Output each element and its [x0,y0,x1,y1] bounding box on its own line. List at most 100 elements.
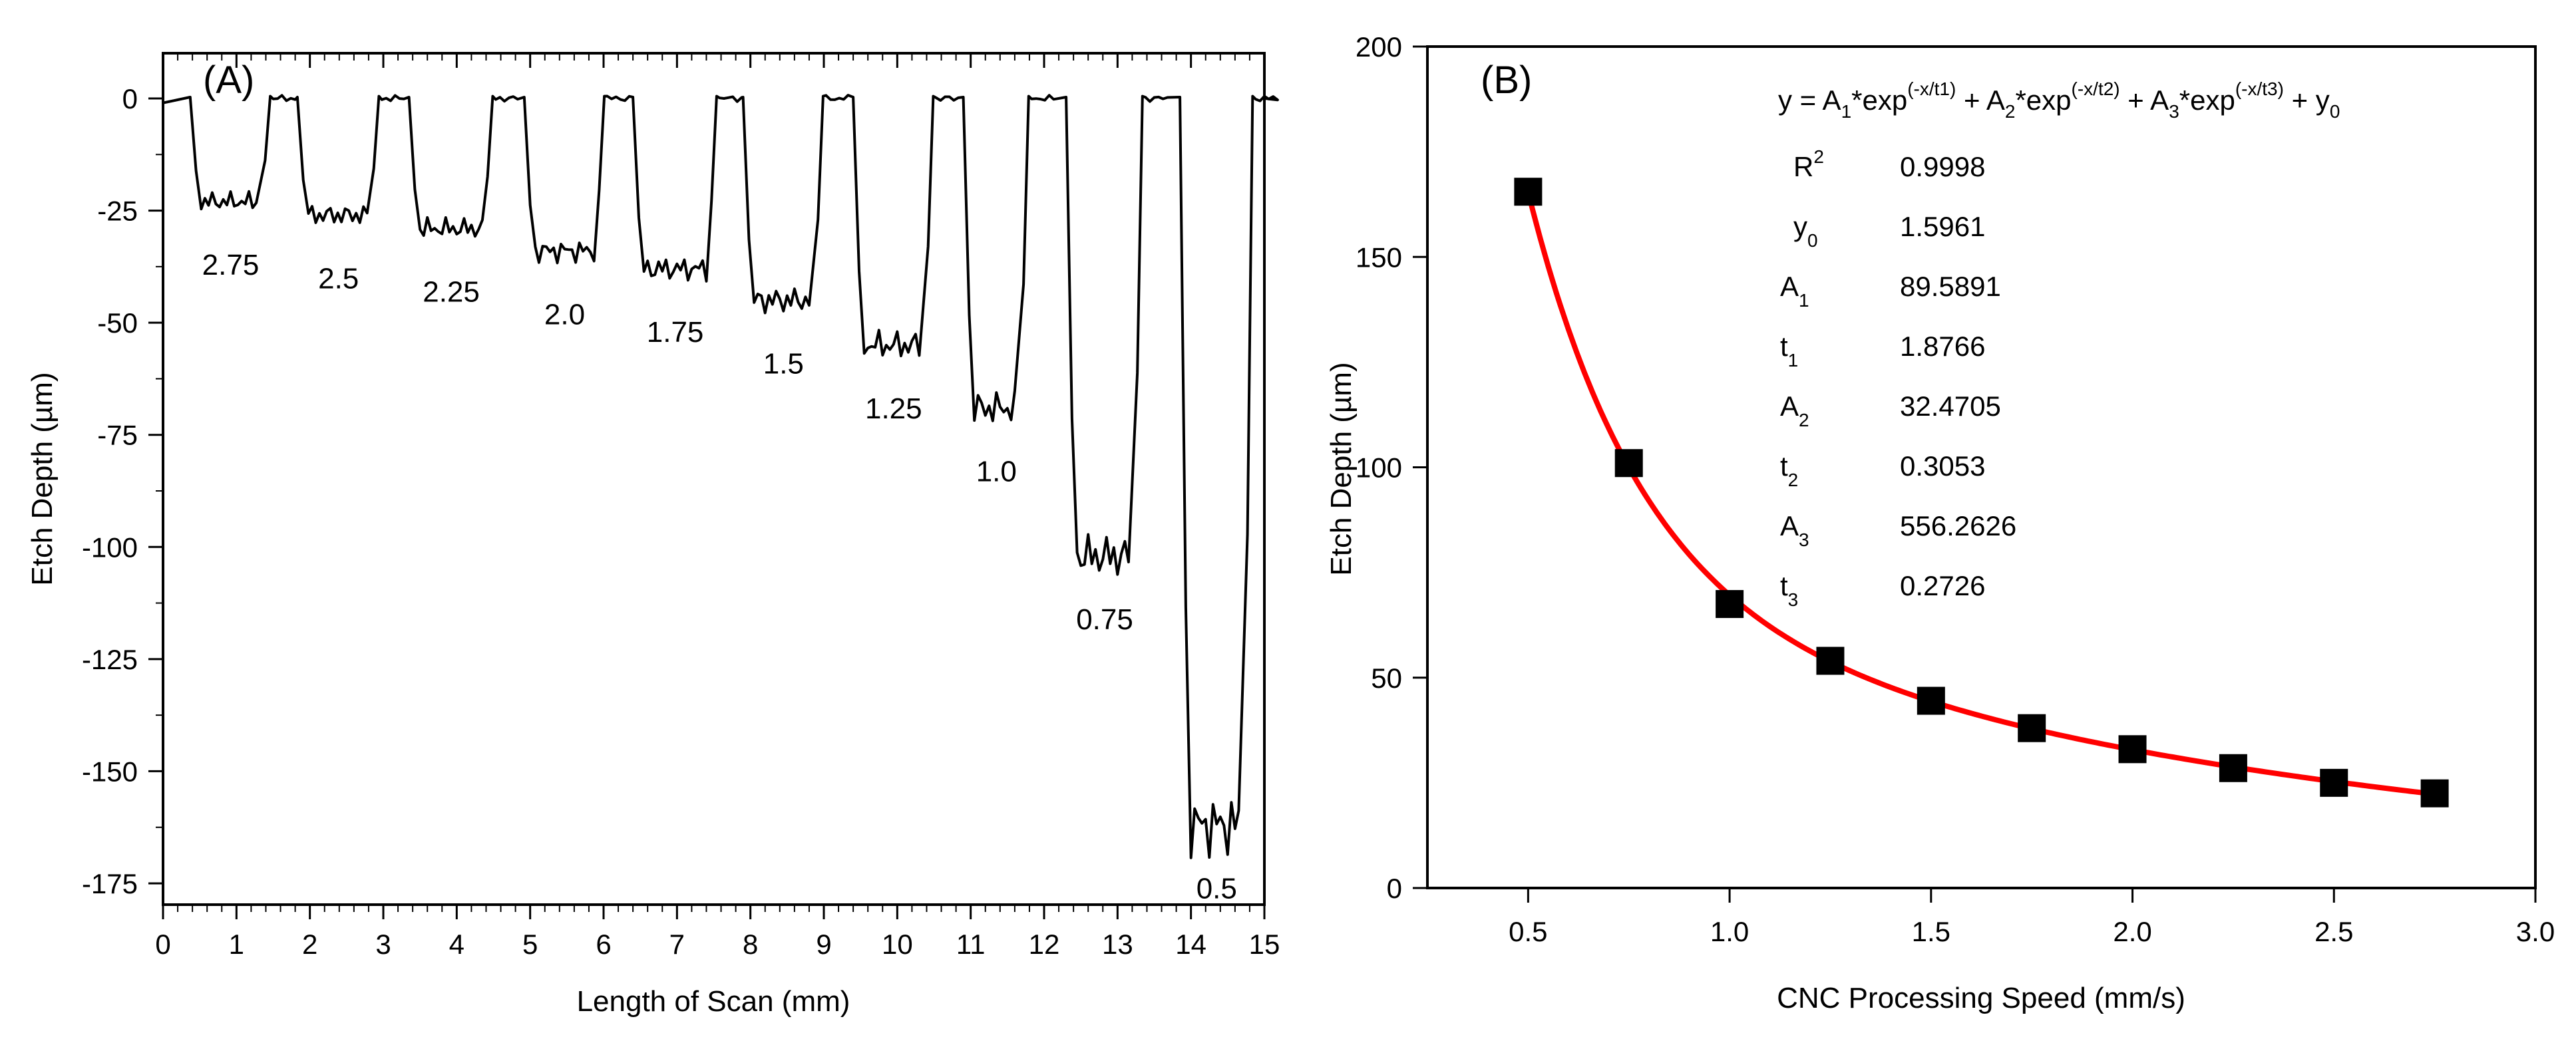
param-name: A3 [1780,510,1809,550]
x-tick-label: 11 [956,929,986,960]
param-symbol: y [1793,211,1807,242]
x-tick-label: 4 [449,929,464,960]
fit-curve [1525,191,2436,797]
y-tick-label: 100 [1356,452,1402,484]
param-symbol: A [1780,390,1799,422]
equation-superscript: (-x/t1) [1907,78,1956,99]
param-value: 1.8766 [1900,331,1985,362]
y-tick-label: -50 [97,307,138,339]
x-tick-label: 12 [1029,929,1060,960]
equation-tail: + y [2292,84,2330,116]
equation-subscript: 2 [2005,101,2016,122]
y-tick-label: 50 [1371,663,1402,694]
y-tick-label: -175 [82,868,138,899]
speed-label: 1.0 [976,455,1017,488]
panel-a-ticks [148,53,1266,919]
x-tick-label: 9 [816,929,831,960]
param-symbol: t [1780,450,1788,482]
y-tick-label: 200 [1356,31,1402,63]
x-tick-label: 6 [596,929,611,960]
equation-lhs: y = A [1778,84,1841,116]
y-tick-label: 0 [1387,873,1402,904]
equation-subscript: 3 [2169,101,2179,122]
x-tick-label: 10 [882,929,913,960]
equation-term: *exp [2015,84,2071,116]
param-value: 1.5961 [1900,211,1985,242]
y-tick-label: -125 [82,644,138,675]
x-tick-label: 0.5 [1509,916,1547,947]
speed-label: 2.75 [202,249,260,281]
data-point [1917,686,1945,715]
param-name: A2 [1780,390,1809,430]
param-subscript: 2 [1788,470,1799,490]
fit-equation: y = A1*exp(-x/t1) + A2*exp(-x/t2) + A3*e… [1778,78,2340,122]
equation-term: *exp [2179,84,2235,116]
x-tick-label: 5 [522,929,538,960]
param-symbol: A [1780,271,1799,302]
speed-label: 2.0 [544,298,585,331]
param-name: t2 [1780,450,1798,490]
etch-profile-line [162,94,1279,859]
param-symbol: t [1780,570,1788,601]
param-subscript: 3 [1788,589,1799,610]
speed-label: 1.5 [763,347,804,380]
data-point [2320,768,2348,797]
param-subscript: 1 [1799,290,1809,311]
param-name: y0 [1793,211,1818,251]
x-tick-label: 7 [669,929,685,960]
param-name: t3 [1780,570,1798,610]
x-tick-label: 1.5 [1912,916,1950,947]
data-point [1716,590,1744,619]
param-name: A1 [1780,271,1809,311]
equation-subscript: 1 [1841,101,1852,122]
panel-a-x-axis-title: Length of Scan (mm) [577,985,850,1018]
param-value: 556.2626 [1900,510,2016,541]
data-points [1514,178,2449,808]
panel-a-y-axis-title: Etch Depth (µm) [26,372,59,585]
panel-b-label: (B) [1481,59,1532,102]
x-tick-label: 8 [743,929,758,960]
equation-term: *exp [1851,84,1907,116]
equation-plus: + A [1956,84,2005,116]
y-tick-label: -75 [97,420,138,451]
equation-plus [2284,84,2292,116]
data-point [2018,714,2046,742]
data-point [2118,735,2147,764]
y-tick-label: -150 [82,756,138,787]
param-name: R2 [1793,146,1824,182]
speed-label: 1.75 [647,316,704,349]
param-symbol: R [1793,151,1813,182]
param-symbol: t [1780,331,1788,362]
data-point [1816,647,1845,675]
param-value: 89.5891 [1900,271,2001,302]
speed-label: 2.25 [423,276,480,309]
y-tick-label: -100 [82,531,138,563]
param-subscript: 2 [1799,410,1809,430]
x-tick-label: 1.0 [1710,916,1749,947]
data-point [2219,754,2247,782]
panel-a-plot-frame [162,52,1266,906]
panel-a-tick-labels: 0 1 2 3 4 5 6 7 8 9 10 11 12 13 14 150-25-50-75-100-125… [82,83,1280,960]
x-tick-label: 2.5 [2314,916,2353,947]
speed-label: 0.5 [1196,872,1237,905]
x-tick-label: 2 [302,929,317,960]
x-tick-label: 0 [155,929,170,960]
x-tick-label: 1 [229,929,244,960]
param-symbol: A [1780,510,1799,541]
x-tick-label: 15 [1249,929,1280,960]
x-tick-label: 14 [1175,929,1206,960]
equation-subscript: 0 [2330,101,2340,122]
param-value: 0.9998 [1900,151,1985,182]
panel-b-x-axis-title: CNC Processing Speed (mm/s) [1777,982,2185,1014]
y-tick-label: 150 [1356,241,1402,273]
speed-label: 2.5 [318,262,359,295]
x-tick-label: 3.0 [2516,916,2555,947]
panel-b-y-axis-title: Etch Depth (µm) [1325,362,1358,575]
data-point [2420,779,2449,808]
param-name: t1 [1780,331,1798,371]
panel-b-ticks [1413,45,2537,903]
